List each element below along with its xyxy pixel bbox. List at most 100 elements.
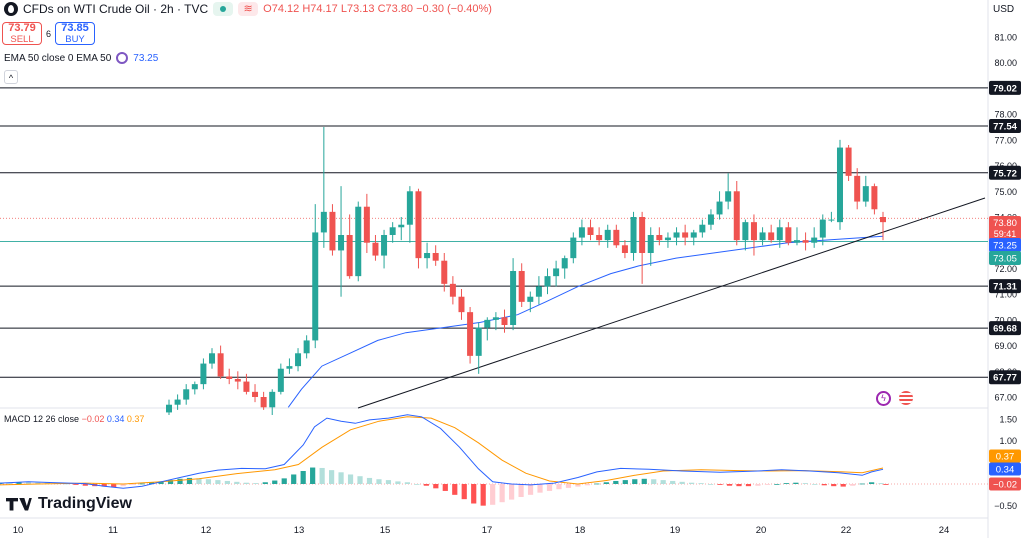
candle (183, 384, 190, 405)
buy-button[interactable]: 73.85 BUY (55, 22, 96, 45)
candle (381, 229, 388, 269)
candle (484, 317, 491, 341)
price-tick-label: 71.00 (994, 290, 1017, 300)
macd-histogram-bar (603, 482, 609, 484)
macd-histogram-bar (82, 484, 88, 486)
ohlc-open: O74.12 (263, 3, 300, 15)
candle-body (750, 222, 757, 241)
us-flag-event-icon[interactable] (898, 390, 914, 406)
macd-histogram-bar (707, 484, 714, 485)
candle (166, 399, 172, 415)
macd-histogram-bar (537, 484, 543, 493)
candle (707, 209, 714, 230)
macd-histogram-bar (215, 480, 221, 484)
currency-selector[interactable]: USD (993, 4, 1015, 15)
macd-histogram-bar (395, 481, 401, 484)
macd-histogram-bar (310, 467, 316, 484)
time-tick-label: 24 (939, 525, 950, 536)
level-label: 69.68 (993, 324, 1017, 335)
candle (544, 268, 551, 295)
time-tick-label: 15 (380, 525, 391, 536)
candle (725, 173, 732, 210)
macd-histogram-bar (641, 478, 647, 484)
candle (768, 224, 775, 243)
bars-icon[interactable]: ≋ (238, 2, 259, 16)
candle-body (871, 186, 878, 210)
candle-body (406, 191, 413, 225)
macd-histogram-bar (755, 484, 761, 486)
macd-histogram-bar (613, 480, 619, 484)
candle-body (880, 217, 886, 223)
candle (303, 335, 310, 359)
macd-histogram-bar (319, 467, 325, 484)
trade-buttons: 73.79 SELL 6 73.85 BUY (2, 22, 96, 45)
candle-body (312, 232, 319, 341)
level-label: 67.77 (993, 373, 1017, 384)
macd-tick-label: 1.00 (999, 436, 1017, 446)
macd-histogram-bar (442, 484, 448, 491)
candle (346, 214, 353, 279)
macd-histogram-bar (622, 480, 628, 484)
macd-histogram-bar (111, 484, 117, 488)
macd-histogram-bar (376, 479, 382, 484)
candle (811, 227, 818, 248)
candle (785, 222, 792, 246)
macd-signal-value: 0.37 (126, 414, 145, 424)
macd-legend[interactable]: MACD 12 26 close −0.02 0.34 0.37 (4, 414, 144, 424)
macd-label: MACD 12 26 close (4, 414, 80, 424)
macd-histogram-bar (139, 483, 145, 485)
candle-body (441, 260, 448, 284)
candle-body (183, 389, 190, 400)
macd-histogram-bar (883, 484, 889, 485)
macd-histogram-bar (158, 481, 164, 484)
level-label-bg (989, 80, 1021, 95)
sell-price: 73.79 (8, 22, 36, 34)
candle-body (854, 175, 861, 202)
candle (363, 193, 370, 253)
candle-body (604, 229, 611, 241)
candle (553, 260, 560, 287)
macd-histogram-bar (518, 484, 524, 497)
candle (389, 222, 396, 243)
sell-button[interactable]: 73.79 SELL (2, 22, 42, 45)
symbol-title[interactable]: CFDs on WTI Crude Oil · 2h · TVC (23, 2, 209, 16)
candle-body (518, 271, 525, 302)
countdown-label: 59:41 (994, 229, 1017, 239)
ohlc-change: −0.30 (−0.40%) (416, 3, 492, 15)
candle (372, 235, 379, 261)
collapse-legend-button[interactable]: ^ (4, 70, 18, 84)
candle (759, 227, 766, 246)
candle-body (544, 276, 551, 287)
macd-histogram-bar (565, 484, 572, 488)
macd-histogram-bar (764, 484, 771, 485)
candle-body (303, 340, 310, 354)
price-tick-label: 70.00 (994, 315, 1017, 325)
candle-body (656, 235, 663, 241)
candle (501, 309, 508, 333)
candle-body (862, 186, 869, 202)
macd-histogram-bar (366, 477, 373, 484)
ema-legend[interactable]: EMA 50 close 0 EMA 50 73.25 (4, 52, 158, 64)
macd-histogram-bar (357, 476, 363, 484)
time-tick-label: 19 (670, 525, 681, 536)
macd-histogram-bar (726, 484, 733, 486)
candle (234, 371, 241, 390)
time-tick-label: 22 (841, 525, 852, 536)
macd-histogram-bar (499, 484, 505, 503)
price-tick-label: 72.00 (994, 264, 1017, 274)
candle (845, 145, 852, 181)
price-tick-label: 67.00 (994, 393, 1017, 403)
tradingview-logo[interactable]: TradingView (6, 495, 132, 513)
candle (561, 255, 568, 279)
candle-body (716, 201, 723, 215)
candle-body (260, 397, 267, 408)
candle-body (587, 227, 594, 235)
market-status-icon[interactable] (213, 2, 234, 16)
flash-event-icon[interactable]: ϟ (876, 391, 891, 406)
time-tick-label: 20 (756, 525, 767, 536)
macd-histogram-bar (291, 474, 297, 484)
candle (733, 181, 740, 246)
candle-body (535, 286, 542, 297)
macd-histogram-bar (660, 480, 666, 484)
